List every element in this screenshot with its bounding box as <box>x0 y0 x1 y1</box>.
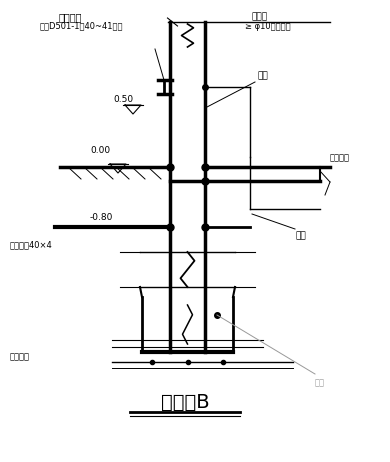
Text: 引下线: 引下线 <box>252 12 268 21</box>
Text: 基础主筋: 基础主筋 <box>10 353 30 361</box>
Text: 大样图B: 大样图B <box>161 393 209 412</box>
Text: 地梁: 地梁 <box>295 231 306 240</box>
Text: 0.50: 0.50 <box>113 95 133 104</box>
Text: 0.00: 0.00 <box>90 146 110 155</box>
Text: 测试卡子: 测试卡子 <box>58 12 82 22</box>
Text: 地梁主筋: 地梁主筋 <box>330 153 350 162</box>
Text: 柱子: 柱子 <box>257 71 268 80</box>
Text: 镀锌扁钢40×4: 镀锌扁钢40×4 <box>10 241 53 249</box>
Text: 基础: 基础 <box>315 378 325 387</box>
Text: ≥ φ10镀锌圆钢: ≥ φ10镀锌圆钢 <box>245 22 291 31</box>
Text: -0.80: -0.80 <box>90 213 113 222</box>
Text: 参见D501-1第40~41页。: 参见D501-1第40~41页。 <box>40 21 124 30</box>
